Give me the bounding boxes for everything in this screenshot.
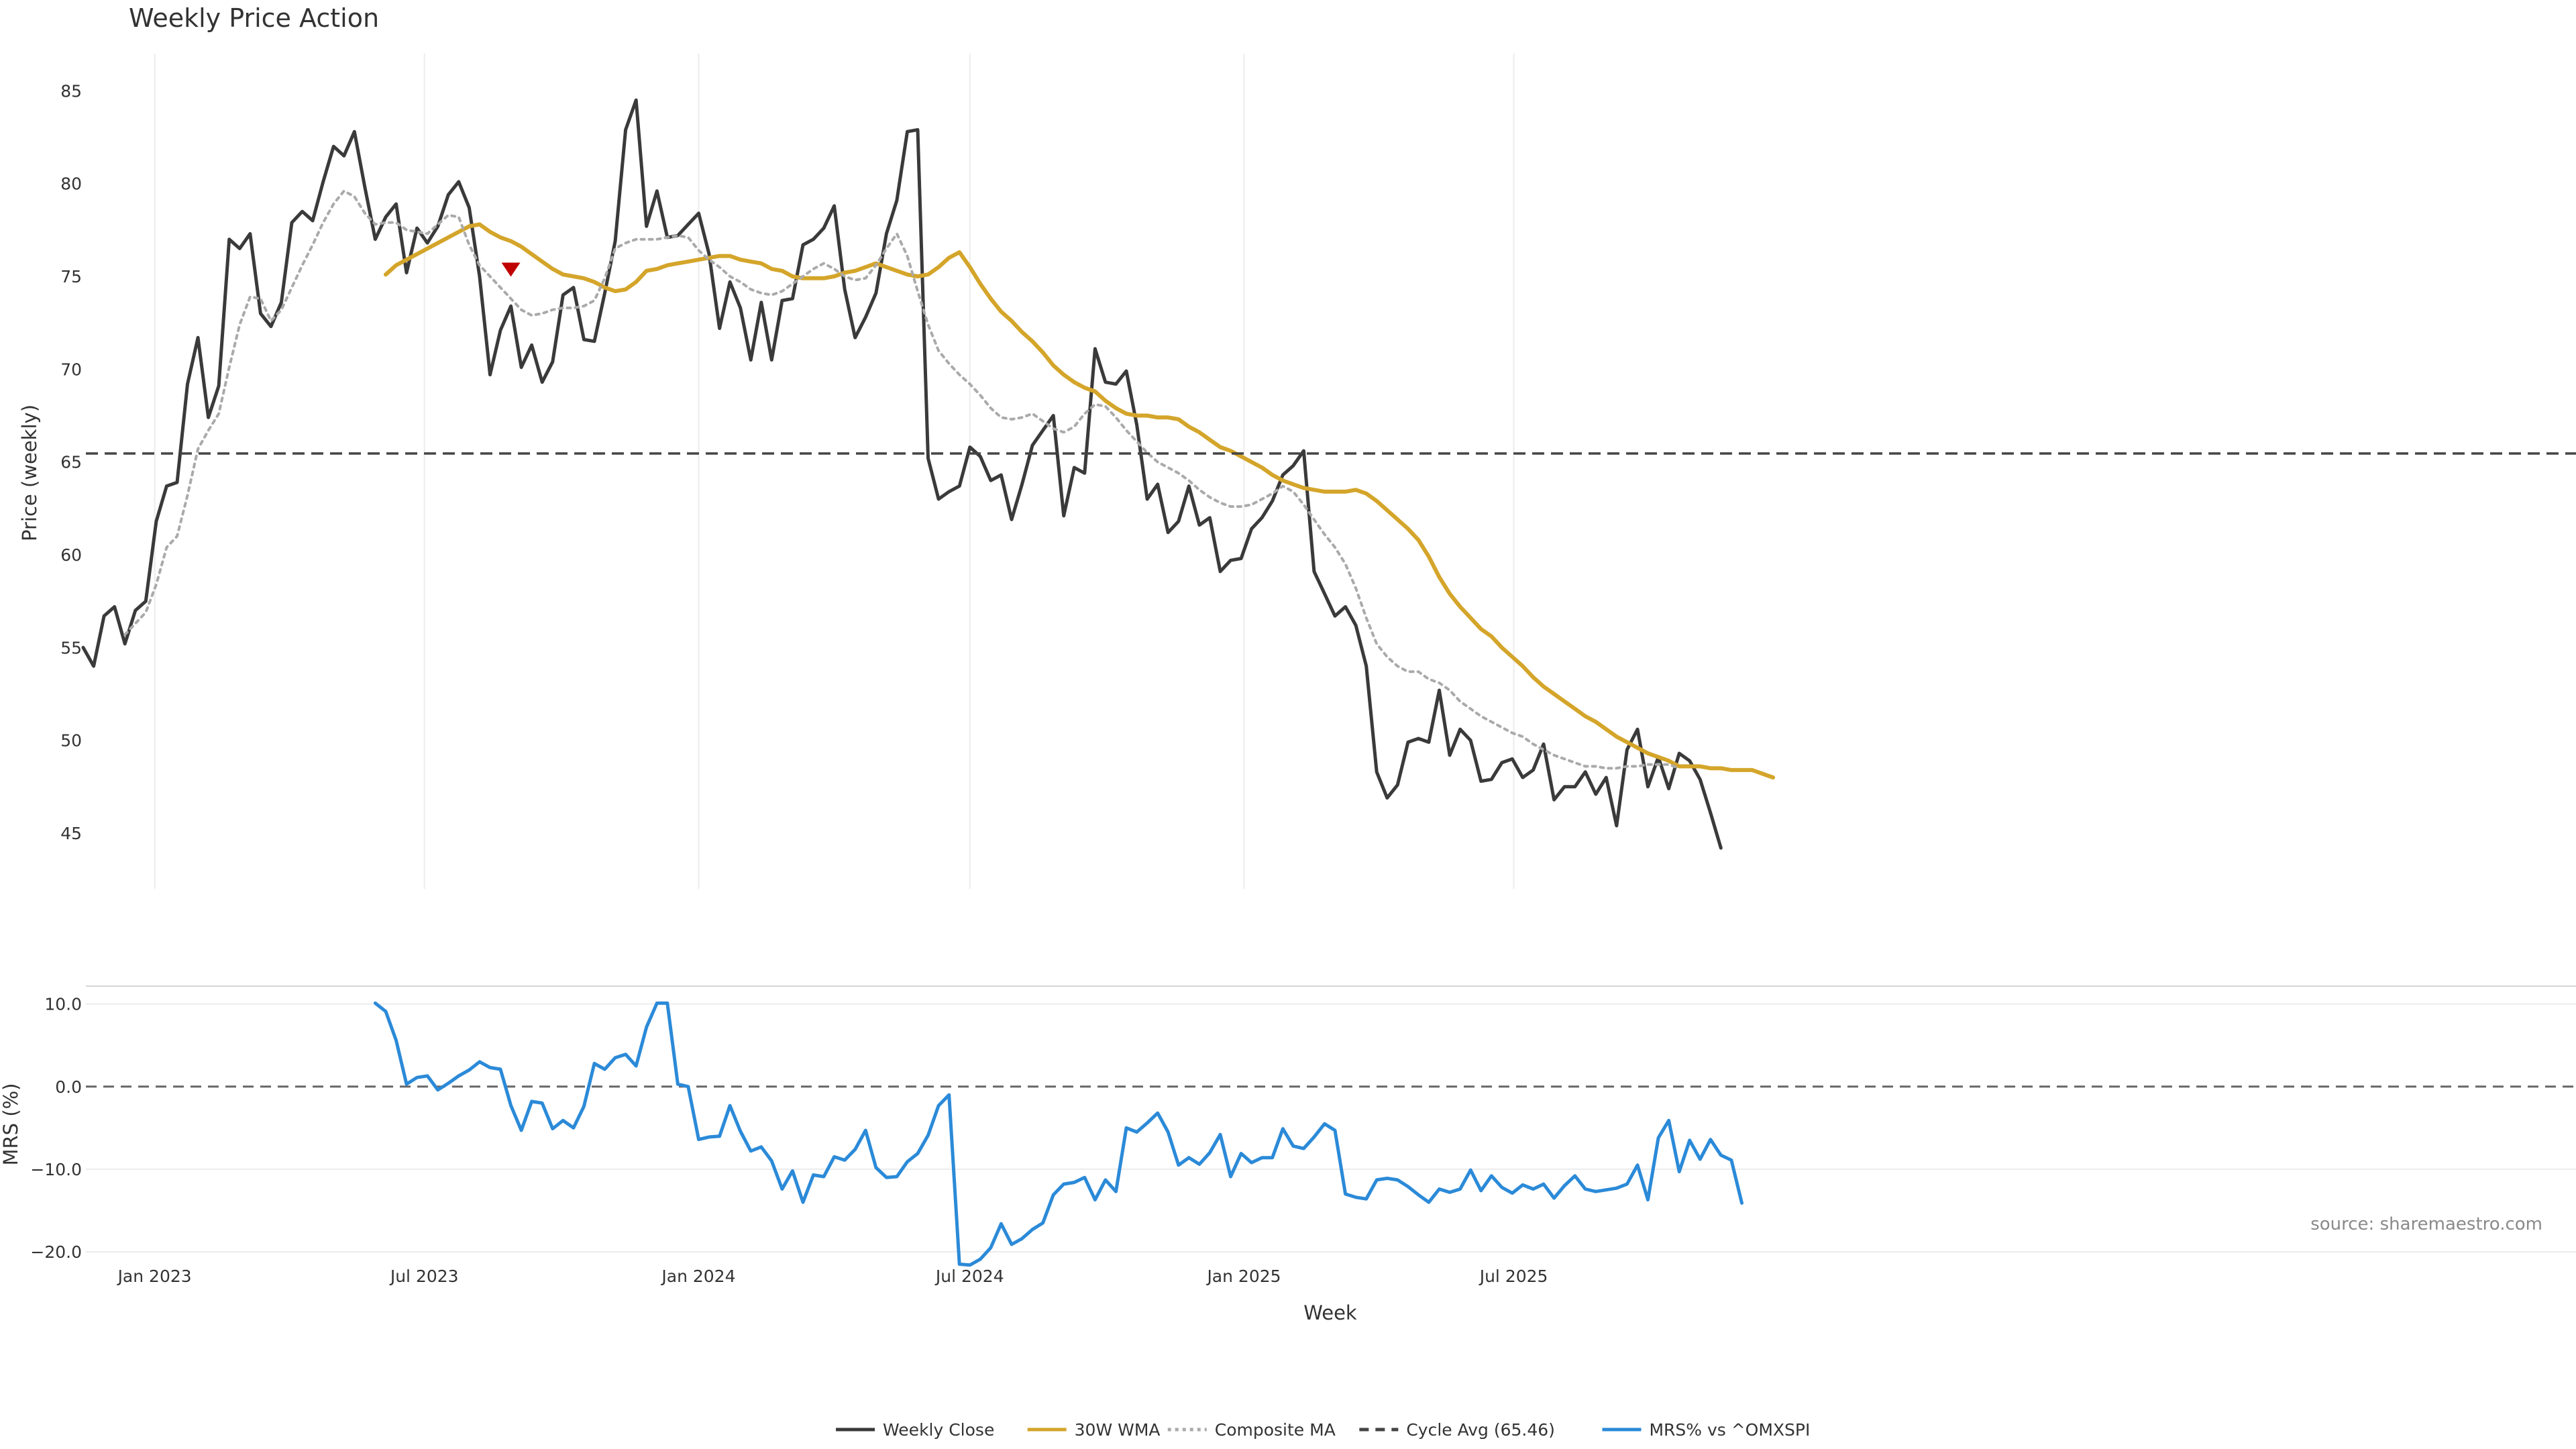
legend-label: Weekly Close xyxy=(883,1420,994,1440)
price-y-tick-label: 60 xyxy=(60,545,82,565)
x-tick-label: Jul 2024 xyxy=(934,1267,1004,1286)
mrs-gridlines xyxy=(86,1003,2576,1253)
price-y-tick-label: 85 xyxy=(60,81,82,101)
x-tick-label: Jan 2025 xyxy=(1205,1267,1281,1286)
legend-label: Composite MA xyxy=(1215,1420,1336,1440)
price-y-tick-label: 55 xyxy=(60,638,82,657)
series-weekly-close-line xyxy=(81,98,1723,850)
source-text: source: sharemaestro.com xyxy=(2310,1214,2542,1234)
mrs-y-axis-title: MRS (%) xyxy=(0,1083,22,1166)
mrs-y-tick-label: −10.0 xyxy=(30,1160,82,1179)
price-y-tick-label: 65 xyxy=(60,453,82,472)
mrs-y-tick-label: 10.0 xyxy=(44,995,82,1014)
price-y-tick-label: 80 xyxy=(60,174,82,194)
mrs-series xyxy=(373,1001,1743,1267)
signal-marker xyxy=(501,262,521,277)
mrs-y-tick-label: −20.0 xyxy=(30,1242,82,1262)
mrs-panel: −20.0 −10.0 0.0 10.0 MRS (%) source: sharem… xyxy=(0,985,2576,1267)
legend-item: MRS% vs ^OMXSPI xyxy=(1602,1420,1810,1440)
mrs-y-ticks: −20.0 −10.0 0.0 10.0 xyxy=(30,995,82,1262)
legend-item: Cycle Avg (65.46) xyxy=(1359,1420,1555,1440)
price-panel: Weekly Price Action 45 50 55 60 65 70 75 80 85 P… xyxy=(18,3,2576,889)
legend-label: Cycle Avg (65.46) xyxy=(1406,1420,1555,1440)
x-tick-label: Jul 2023 xyxy=(389,1267,459,1286)
price-y-ticks: 45 50 55 60 65 70 75 80 85 xyxy=(60,81,82,843)
price-y-axis-title: Price (weekly) xyxy=(18,405,41,541)
legend-item: Composite MA xyxy=(1167,1420,1336,1440)
series-composite-ma-line xyxy=(123,189,1681,770)
series-mrs-line xyxy=(373,1001,1743,1267)
series-30w-wma-line xyxy=(384,222,1776,780)
legend-label: MRS% vs ^OMXSPI xyxy=(1649,1420,1810,1440)
price-y-tick-label: 75 xyxy=(60,267,82,286)
legend-label: 30W WMA xyxy=(1075,1420,1161,1440)
price-gridlines xyxy=(154,54,1515,889)
x-tick-label: Jan 2024 xyxy=(660,1267,735,1286)
legend: Weekly Close 30W WMA Composite MA Cycle Avg… xyxy=(836,1420,1810,1440)
price-y-tick-label: 45 xyxy=(60,824,82,843)
chart-title: Weekly Price Action xyxy=(129,3,379,33)
price-y-tick-label: 70 xyxy=(60,360,82,379)
price-series xyxy=(81,98,2576,850)
x-tick-label: Jul 2025 xyxy=(1479,1267,1548,1286)
legend-item: 30W WMA xyxy=(1027,1420,1161,1440)
x-axis: Jan 2023 Jul 2023 Jan 2024 Jul 2024 Jan 2025… xyxy=(117,1267,1548,1286)
x-axis-title: Week xyxy=(1303,1301,1357,1324)
x-tick-label: Jan 2023 xyxy=(117,1267,192,1286)
price-y-tick-label: 50 xyxy=(60,731,82,751)
legend-item: Weekly Close xyxy=(836,1420,994,1440)
mrs-y-tick-label: 0.0 xyxy=(55,1077,82,1097)
